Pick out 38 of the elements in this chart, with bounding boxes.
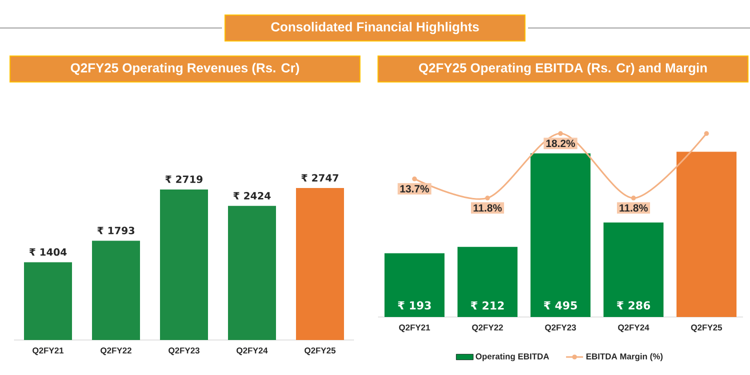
x-tick-label: Q2FY23 [545, 324, 576, 332]
data-label: ₹ 2424 [233, 192, 271, 200]
bar [676, 152, 737, 317]
x-tick-label: Q2FY24 [618, 324, 650, 332]
bar [24, 262, 72, 340]
data-label: 18.2% [546, 140, 576, 148]
x-tick-label: Q2FY25 [691, 324, 722, 332]
x-tick-label: Q2FY23 [168, 348, 200, 356]
data-label: 11.8% [474, 204, 502, 212]
chart-title: Q2FY25 Operating EBITDA (Rs. Cr) and Margin [419, 62, 707, 76]
data-label: ₹ 286 [616, 301, 650, 310]
data-label: 11.8% [620, 204, 648, 212]
x-tick-label: Q2FY21 [32, 348, 64, 356]
data-label: ₹ 495 [544, 301, 577, 310]
x-tick-label: Q2FY21 [399, 324, 430, 332]
bar [228, 206, 276, 340]
legend-label: EBITDA Margin (%) [586, 353, 663, 362]
bar [384, 253, 445, 317]
bar [92, 240, 140, 340]
text: Consolidated Financial Highlights [271, 22, 479, 34]
bar [296, 188, 344, 340]
chart-title: Q2FY25 Operating Revenues (Rs. Cr) [70, 62, 300, 76]
data-label: ₹ 1404 [29, 248, 67, 256]
legend-label: Operating EBITDA [476, 353, 550, 362]
data-label: ₹ 2747 [301, 174, 338, 182]
x-tick-label: Q2FY25 [304, 348, 336, 356]
x-tick-label: Q2FY22 [100, 348, 132, 356]
data-label: ₹ 2719 [165, 175, 202, 184]
data-label: ₹ 1793 [97, 226, 134, 234]
bar [160, 190, 208, 340]
data-label: 13.7% [400, 185, 430, 192]
bar [604, 222, 664, 317]
bar [458, 246, 518, 317]
x-tick-label: Q2FY24 [236, 348, 268, 356]
data-label: ₹ 212 [470, 301, 504, 310]
data-label: ₹ 193 [398, 301, 431, 310]
bar [530, 153, 591, 317]
x-tick-label: Q2FY22 [472, 324, 503, 332]
